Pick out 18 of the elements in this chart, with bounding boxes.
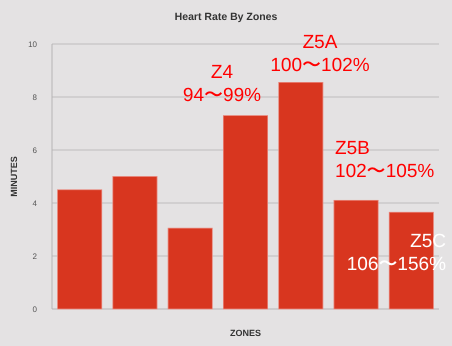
y-tick-label: 10	[28, 40, 38, 49]
annotation: Z5B 102〜105%	[335, 138, 434, 182]
bar	[334, 200, 379, 310]
bar	[168, 228, 213, 310]
bar	[112, 176, 158, 310]
bar	[222, 115, 268, 310]
annotation: Z5A 100〜102%	[270, 32, 370, 76]
annotation: Z4 94〜99%	[182, 62, 262, 106]
y-tick-label: 4	[32, 199, 38, 208]
y-tick-label: 0	[32, 305, 38, 314]
chart-title: Heart Rate By Zones	[174, 11, 278, 23]
y-tick-label: 6	[32, 146, 38, 155]
bar	[57, 189, 102, 310]
y-tick-label: 2	[32, 252, 38, 261]
x-axis-title: ZONES	[230, 328, 262, 338]
y-tick-label: 8	[32, 93, 38, 102]
bar	[278, 82, 324, 310]
y-axis-title: MINUTES	[9, 156, 19, 197]
